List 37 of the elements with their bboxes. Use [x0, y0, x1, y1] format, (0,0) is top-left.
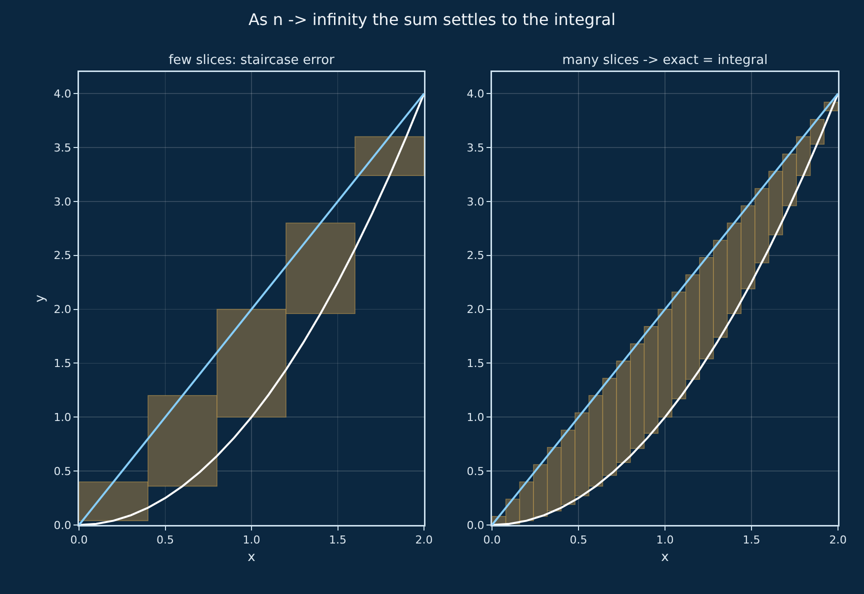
y-tick-label: 3.5 — [54, 141, 72, 154]
y-tick-label: 1.0 — [466, 410, 484, 424]
line-series — [492, 92, 838, 525]
y-tick-label: 3.0 — [54, 195, 72, 208]
x-tick-label: 2.0 — [415, 534, 433, 547]
y-tick-label: 0.0 — [466, 518, 484, 532]
x-tick-label: 0.5 — [156, 534, 174, 547]
y-tick-label: 0.5 — [54, 464, 72, 478]
x-tick-label: 1.5 — [329, 534, 346, 547]
x-tick-label: 0.5 — [570, 534, 588, 547]
y-tick-label: 1.5 — [466, 357, 484, 370]
y-tick-label: 2.0 — [466, 303, 484, 316]
y-tick-label: 2.0 — [54, 303, 72, 316]
x-tick-label: 0.0 — [483, 534, 501, 547]
x-tick-label: 2.0 — [829, 534, 847, 547]
y-tick-label: 4.0 — [54, 87, 72, 100]
y-axis-title: y — [33, 294, 48, 302]
x-tick-label: 1.0 — [242, 534, 260, 547]
chart-title: many slices -> exact = integral — [562, 53, 768, 68]
y-tick-label: 0.5 — [466, 464, 484, 478]
x-axis-title: x — [661, 550, 670, 566]
y-tick-label: 4.0 — [466, 87, 484, 100]
x-tick-label: 1.5 — [742, 534, 760, 547]
text: As n -> infinity the sum settles to the integral — [248, 10, 616, 29]
chart-title: few slices: staircase error — [168, 53, 336, 68]
y-tick-label: 1.5 — [54, 357, 72, 370]
bar — [354, 136, 424, 176]
y-tick-label: 0.0 — [54, 518, 72, 532]
x-axis-title: x — [248, 550, 256, 566]
line-series — [79, 92, 424, 525]
x-tick-label: 0.0 — [70, 534, 88, 547]
y-tick-label: 3.0 — [466, 195, 484, 208]
y-tick-label: 3.5 — [466, 141, 484, 154]
y-tick-label: 2.5 — [54, 249, 72, 262]
x-tick-label: 1.0 — [656, 534, 674, 547]
y-tick-label: 1.0 — [54, 410, 72, 424]
y-tick-label: 2.5 — [466, 249, 484, 262]
